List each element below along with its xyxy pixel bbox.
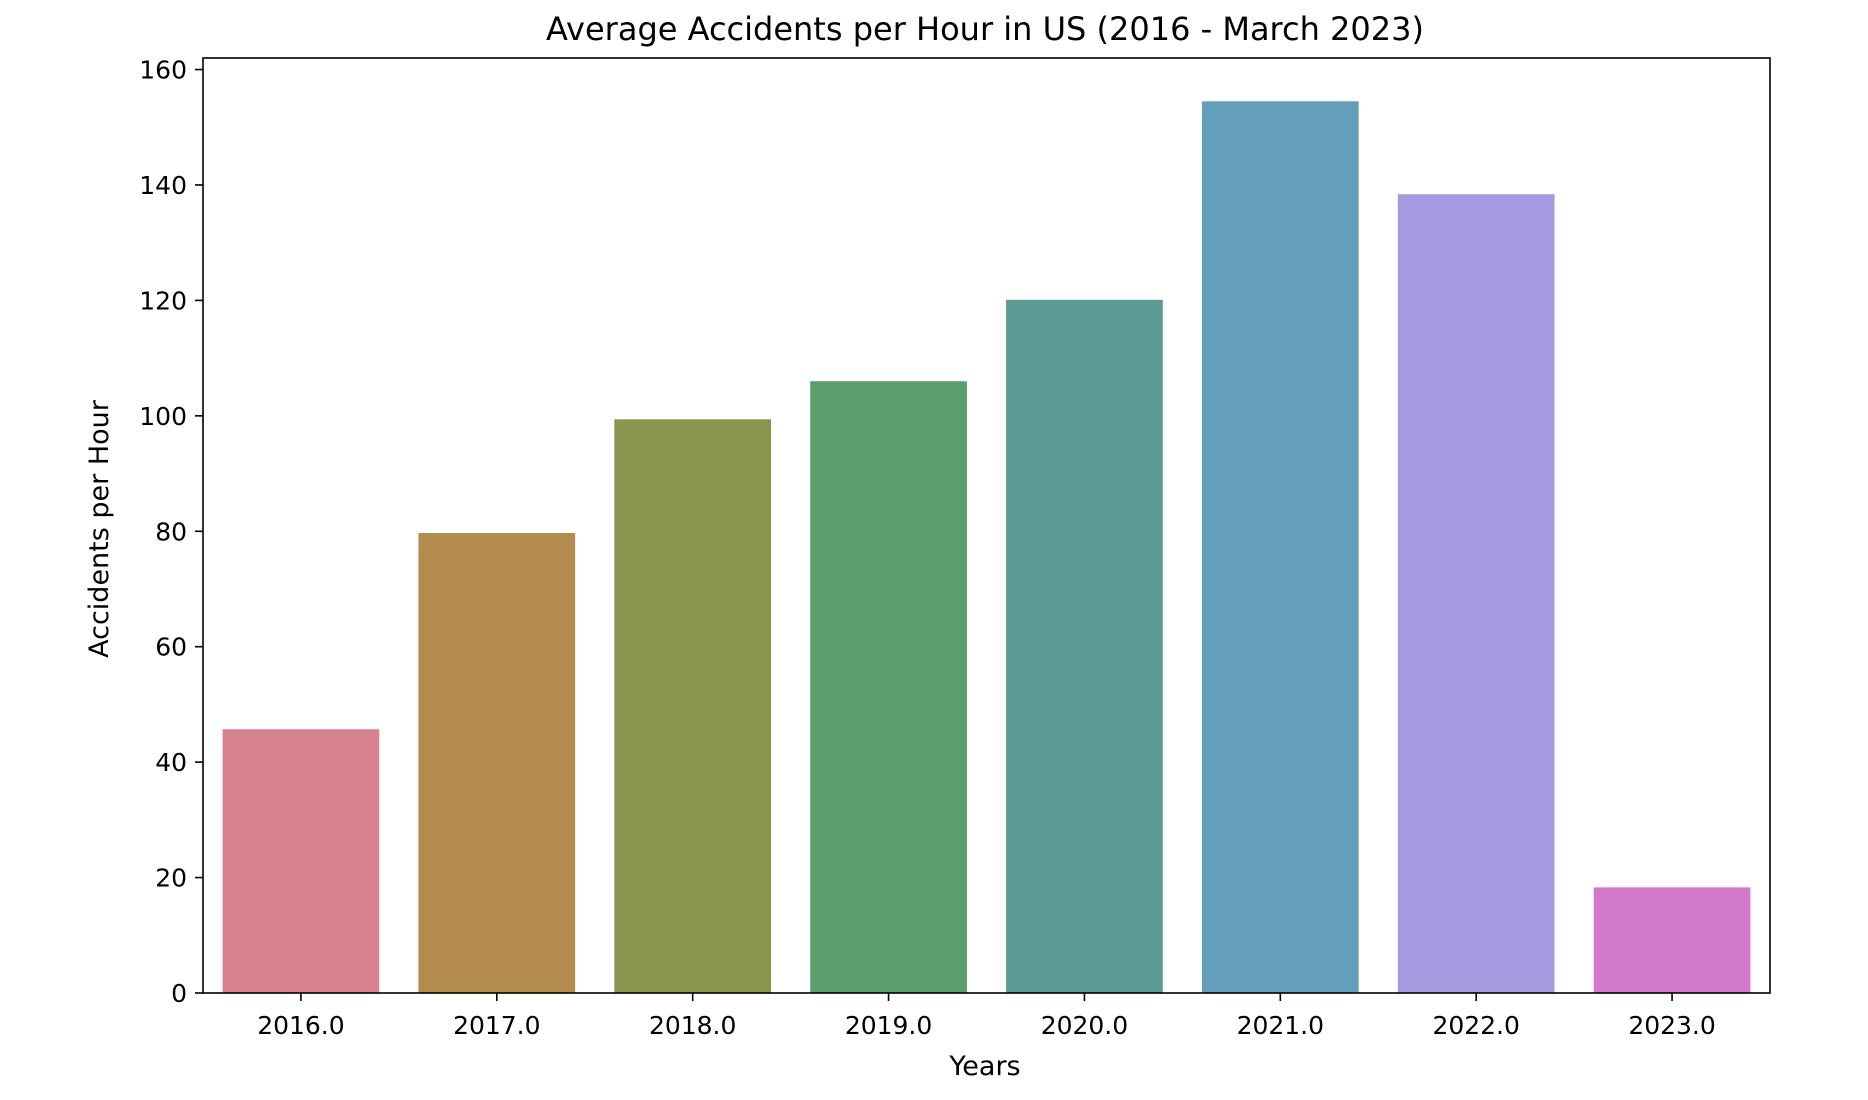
bar-2021.0 bbox=[1201, 101, 1359, 993]
x-axis-label: Years bbox=[948, 1051, 1020, 1082]
y-tick-label: 20 bbox=[155, 864, 187, 893]
y-tick-label: 0 bbox=[171, 979, 187, 1008]
bar-2020.0 bbox=[1006, 299, 1163, 993]
x-tick-label: 2021.0 bbox=[1237, 1011, 1324, 1040]
plot-frame bbox=[202, 57, 1771, 994]
x-tick-label: 2022.0 bbox=[1432, 1011, 1519, 1040]
bar-2022.0 bbox=[1397, 194, 1555, 994]
y-tick-label: 60 bbox=[155, 633, 187, 662]
bar-2016.0 bbox=[222, 729, 380, 993]
bar-2019.0 bbox=[810, 381, 967, 994]
bar-2023.0 bbox=[1593, 887, 1751, 993]
x-tick-label: 2023.0 bbox=[1628, 1011, 1715, 1040]
y-tick-label: 100 bbox=[139, 402, 187, 431]
y-tick-label: 80 bbox=[155, 517, 187, 546]
x-tick-label: 2016.0 bbox=[257, 1011, 344, 1040]
bar-2018.0 bbox=[614, 419, 772, 993]
y-axis-label: Accidents per Hour bbox=[84, 399, 115, 658]
y-tick-label: 160 bbox=[139, 56, 187, 85]
y-axis: 0 20 40 60 80 100 120 140 160 bbox=[139, 56, 203, 1008]
y-tick-label: 140 bbox=[139, 171, 187, 200]
x-axis: 2016.0 2017.0 2018.0 2019.0 2020.0 2021.0 2022… bbox=[257, 993, 1716, 1040]
chart-title: Average Accidents per Hour in US (2016 -… bbox=[546, 10, 1424, 48]
x-tick-label: 2018.0 bbox=[649, 1011, 736, 1040]
x-tick-label: 2019.0 bbox=[845, 1011, 932, 1040]
y-tick-label: 40 bbox=[155, 748, 187, 777]
bar-2017.0 bbox=[418, 533, 576, 993]
x-tick-label: 2020.0 bbox=[1041, 1011, 1128, 1040]
bars-group bbox=[222, 101, 1751, 994]
y-tick-label: 120 bbox=[139, 286, 187, 315]
x-tick-label: 2017.0 bbox=[453, 1011, 540, 1040]
